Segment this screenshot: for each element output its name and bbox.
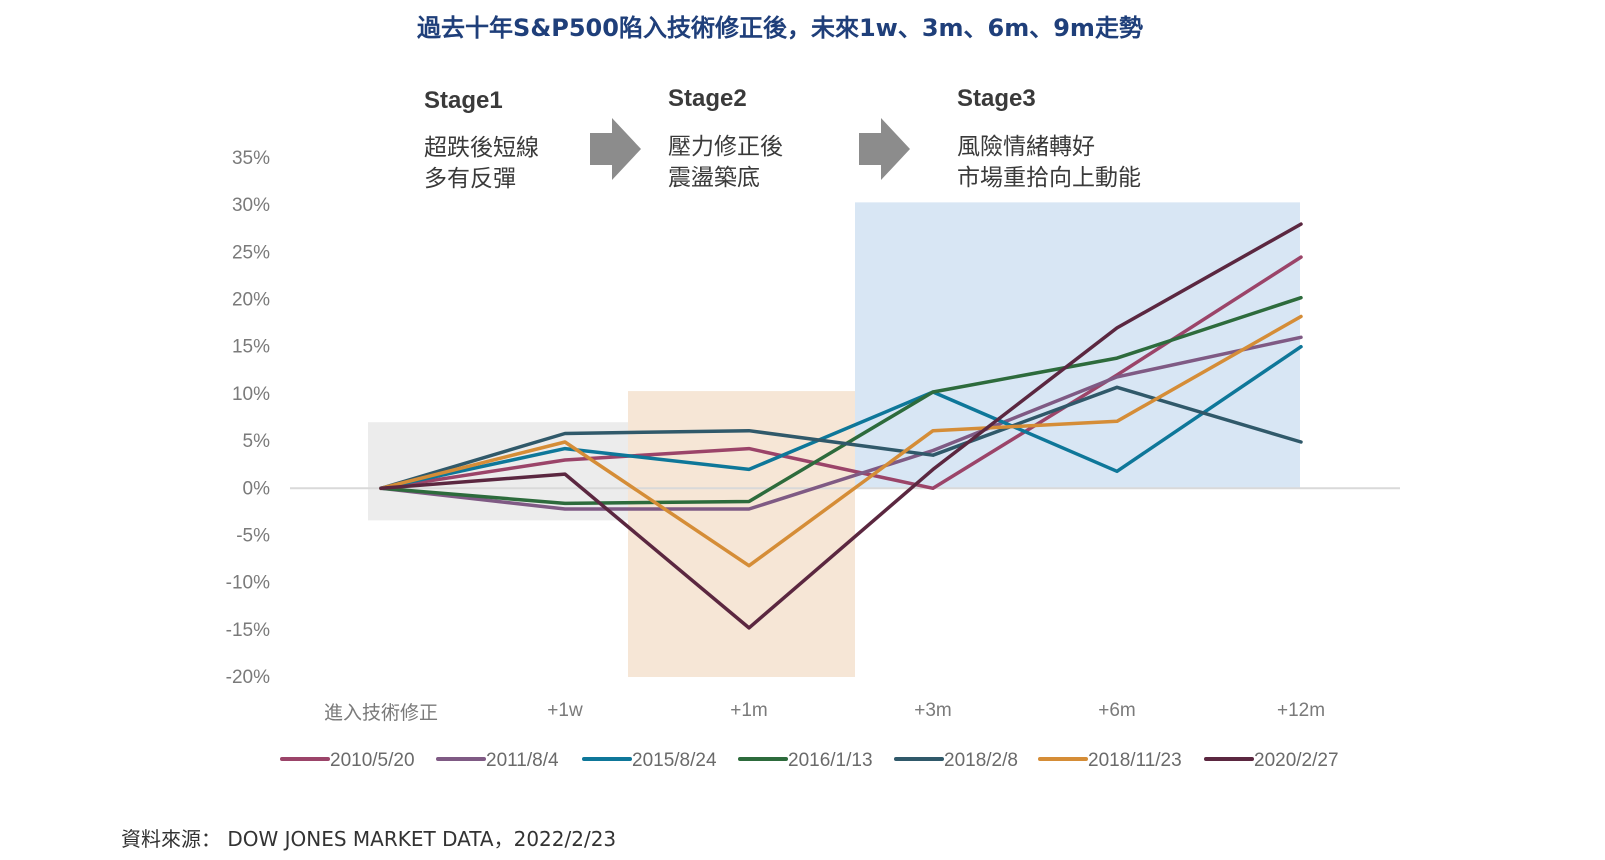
y-tick-label: 0%	[243, 478, 271, 499]
legend-label: 2018/11/23	[1088, 750, 1182, 771]
series-line-2020-2-27	[379, 222, 1303, 630]
legend-label: 2020/2/27	[1254, 750, 1339, 771]
stage-3-line-1: 風險情緒轉好	[957, 134, 1095, 160]
y-tick-label: 25%	[232, 242, 270, 263]
y-tick-label: -15%	[226, 620, 270, 641]
x-tick-label: 進入技術修正	[324, 702, 438, 724]
series-line-2016-1-13	[379, 295, 1303, 506]
stage-2-annotation: Stage2 壓力修正後 震盪築底	[668, 85, 783, 191]
legend-label: 2015/8/24	[632, 750, 717, 771]
legend-item: 2018/2/8	[894, 750, 1018, 771]
stage-3-annotation: Stage3 風險情緒轉好 市場重拾向上動能	[957, 85, 1141, 191]
x-tick-label: +3m	[914, 700, 952, 721]
stage-1-title: Stage1	[424, 87, 503, 114]
series-line-2010-5-20	[379, 255, 1303, 491]
legend-label: 2018/2/8	[944, 750, 1018, 771]
legend-item: 2010/5/20	[280, 750, 415, 771]
legend-item: 2020/2/27	[1204, 750, 1339, 771]
legend-label: 2010/5/20	[330, 750, 415, 771]
y-axis: 35% 30% 25% 20% 15% 10% 5% 0% -5% -10% -15% -20%	[226, 148, 270, 688]
series-line-2018-2-8	[379, 385, 1303, 491]
x-axis: 進入技術修正 +1w +1m +3m +6m +12m	[324, 700, 1325, 724]
stage-1-annotation: Stage1 超跌後短線 多有反彈	[424, 87, 539, 192]
stage-backgrounds	[368, 202, 1300, 677]
series-line-2015-8-24	[379, 344, 1303, 491]
stage-2-title: Stage2	[668, 85, 747, 112]
legend: 2010/5/20 2011/8/4 2015/8/24 2016/1/13 2018/…	[280, 750, 1339, 771]
arrow-right-icon	[859, 118, 910, 180]
x-tick-label: +1w	[547, 700, 583, 721]
x-tick-label: +1m	[730, 700, 768, 721]
stage-2-band	[628, 391, 855, 677]
series-lines	[379, 222, 1303, 630]
series-line-2011-8-4	[379, 335, 1303, 511]
y-tick-label: 35%	[232, 148, 270, 169]
stage-2-line-2: 震盪築底	[668, 165, 760, 191]
chart-title: 過去十年S&P500陷入技術修正後，未來1w、3m、6m、9m走勢	[417, 14, 1143, 42]
legend-label: 2016/1/13	[788, 750, 873, 771]
legend-label: 2011/8/4	[486, 750, 559, 771]
stage-3-line-2: 市場重拾向上動能	[957, 165, 1141, 191]
x-tick-label: +6m	[1098, 700, 1136, 721]
y-tick-label: 10%	[232, 384, 270, 405]
stage-2-line-1: 壓力修正後	[668, 134, 783, 160]
legend-item: 2018/11/23	[1038, 750, 1182, 771]
y-tick-label: -10%	[226, 573, 270, 594]
legend-item: 2016/1/13	[738, 750, 873, 771]
stage-1-line-1: 超跌後短線	[424, 135, 539, 161]
y-tick-label: 5%	[243, 431, 271, 452]
legend-item: 2015/8/24	[582, 750, 717, 771]
y-tick-label: -5%	[236, 525, 270, 546]
y-tick-label: 30%	[232, 195, 270, 216]
source-note: 資料來源： DOW JONES MARKET DATA，2022/2/23	[121, 827, 616, 851]
stage-3-band	[855, 202, 1300, 489]
y-tick-label: -20%	[226, 667, 270, 688]
x-tick-label: +12m	[1277, 700, 1325, 721]
stage-3-title: Stage3	[957, 85, 1036, 112]
legend-item: 2011/8/4	[436, 750, 559, 771]
y-tick-label: 15%	[232, 337, 270, 358]
series-line-2018-11-23	[379, 314, 1303, 568]
stage-1-line-2: 多有反彈	[424, 166, 516, 192]
y-tick-label: 20%	[232, 290, 270, 311]
arrow-right-icon	[590, 118, 641, 180]
